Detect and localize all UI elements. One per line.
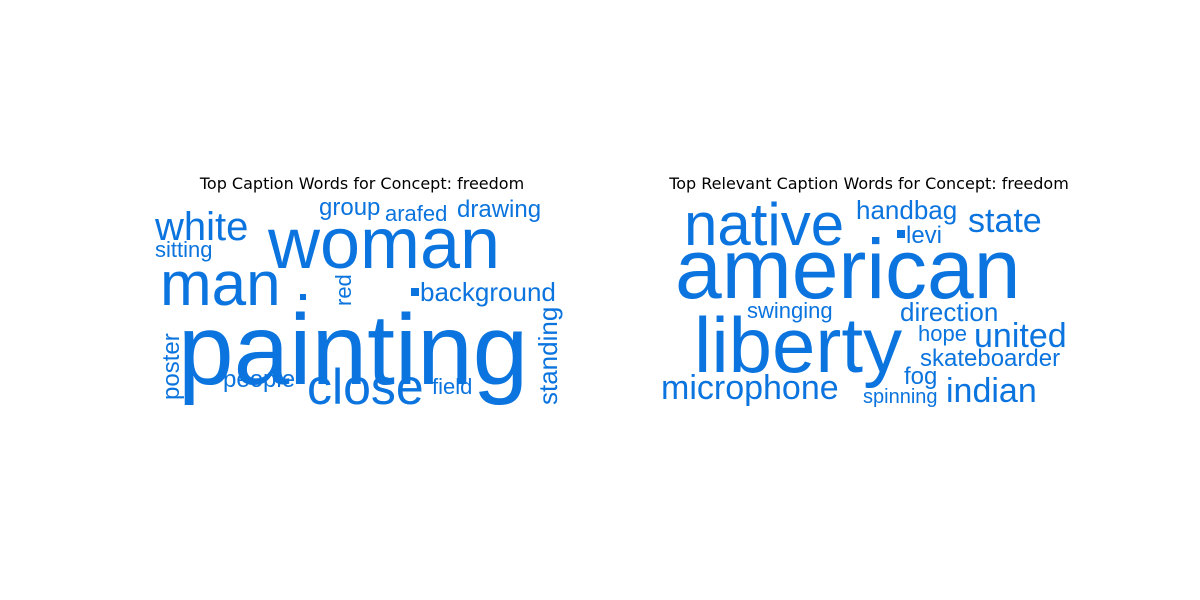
left-word-drawing: drawing <box>457 196 541 223</box>
left-word-red: red <box>331 274 356 306</box>
right-word-levi: levi <box>906 222 942 249</box>
right-word-liberty: liberty <box>694 301 902 389</box>
right-word-handbag: handbag <box>856 195 957 225</box>
left-panel-title: Top Caption Words for Concept: freedom <box>199 174 525 193</box>
left-word-field: field <box>432 374 472 399</box>
right-word-swinging: swinging <box>747 298 833 323</box>
left-word-group: group <box>319 194 380 221</box>
right-word-microphone: microphone <box>661 369 839 407</box>
left-word-painting: painting <box>178 294 528 406</box>
left-word-standing: standing <box>533 307 563 405</box>
right-word-hope: hope <box>918 321 967 346</box>
left-word-people: people <box>223 366 295 393</box>
right-word-indian: indian <box>946 372 1037 410</box>
left-word-white: white <box>154 205 248 249</box>
right-word-spinning: spinning <box>863 386 938 408</box>
right-word-skateboarder: skateboarder <box>920 345 1060 372</box>
right-word-direction: direction <box>900 297 998 327</box>
right-word-state: state <box>968 202 1042 240</box>
cloud-marker-2 <box>300 294 306 300</box>
right-panel-title: Top Relevant Caption Words for Concept: … <box>669 174 1069 193</box>
left-word-background: background <box>420 277 556 307</box>
right-word-fog: fog <box>904 363 937 390</box>
left-word-man: man <box>160 250 281 319</box>
left-word-arafed: arafed <box>385 201 447 226</box>
right-word-american: american <box>675 222 1020 316</box>
left-word-close: close <box>307 359 424 415</box>
left-word-sitting: sitting <box>155 237 212 262</box>
left-word-poster: poster <box>158 333 185 400</box>
right-word-native: native <box>684 191 844 258</box>
left-word-woman: woman <box>267 204 500 284</box>
right-word-united: united <box>974 317 1067 355</box>
cloud-marker-1 <box>897 230 905 238</box>
cloud-marker-0 <box>411 288 419 296</box>
